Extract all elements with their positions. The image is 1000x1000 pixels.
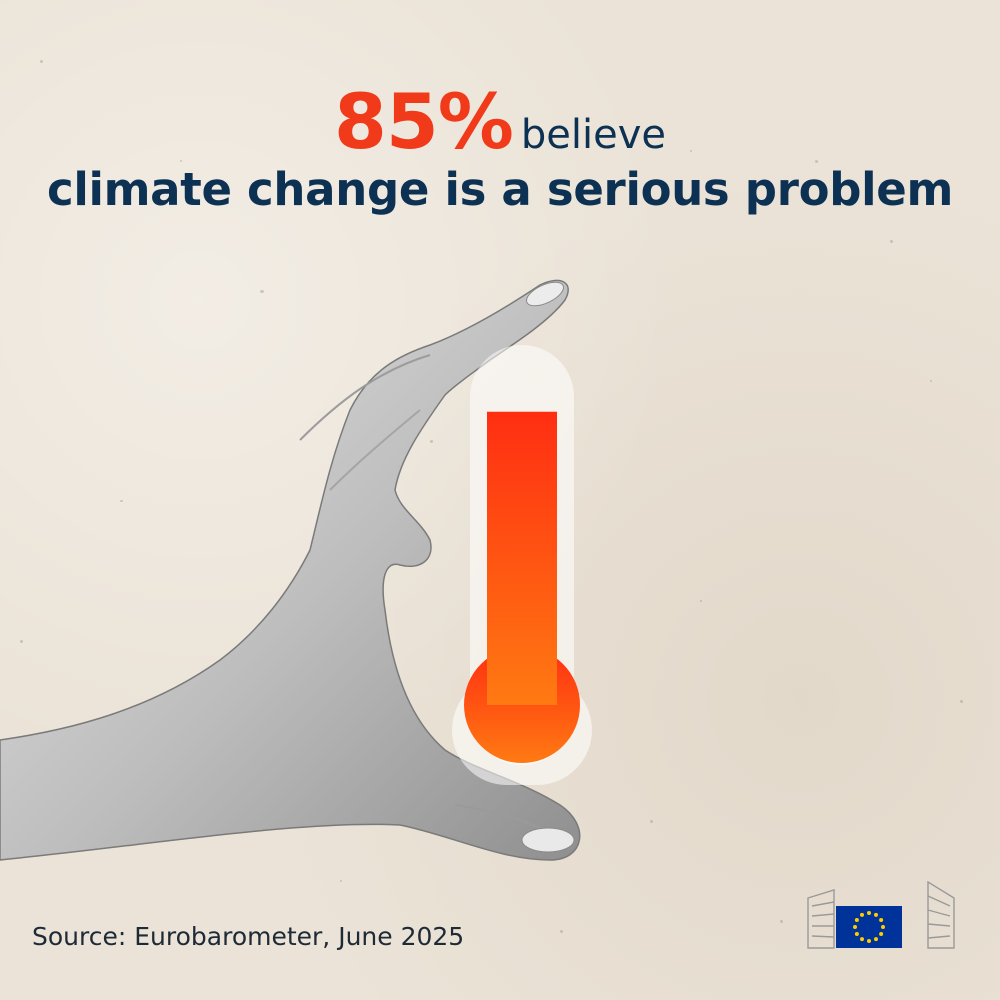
statement: climate change is a serious problem xyxy=(46,162,954,216)
eu-star-icon xyxy=(860,937,864,942)
eu-star-icon xyxy=(874,937,878,942)
stat-value: 85% xyxy=(333,77,514,166)
eu-star-icon xyxy=(853,925,857,929)
eu-star-icon xyxy=(879,932,884,936)
stat-suffix: believe xyxy=(520,112,667,158)
hand-holding-thermometer xyxy=(0,279,592,861)
eu-star-icon xyxy=(854,932,859,936)
eu-star-icon xyxy=(867,939,871,943)
source-note: Source: Eurobarometer, June 2025 xyxy=(32,922,465,951)
headline: 85% believe climate change is a serious p… xyxy=(0,82,1000,213)
eu-star-icon xyxy=(881,925,885,929)
headline-line-1: 85% believe xyxy=(0,82,1000,162)
eu-star-icon xyxy=(867,911,871,915)
eu-star-icon xyxy=(874,912,878,917)
hand xyxy=(0,279,581,861)
eu-commission-logo xyxy=(807,880,955,949)
eu-star-icon xyxy=(860,912,864,917)
eu-star-icon xyxy=(879,918,884,922)
thermometer xyxy=(452,345,592,785)
thermometer-fill xyxy=(487,411,557,705)
eu-star-icon xyxy=(854,918,859,922)
